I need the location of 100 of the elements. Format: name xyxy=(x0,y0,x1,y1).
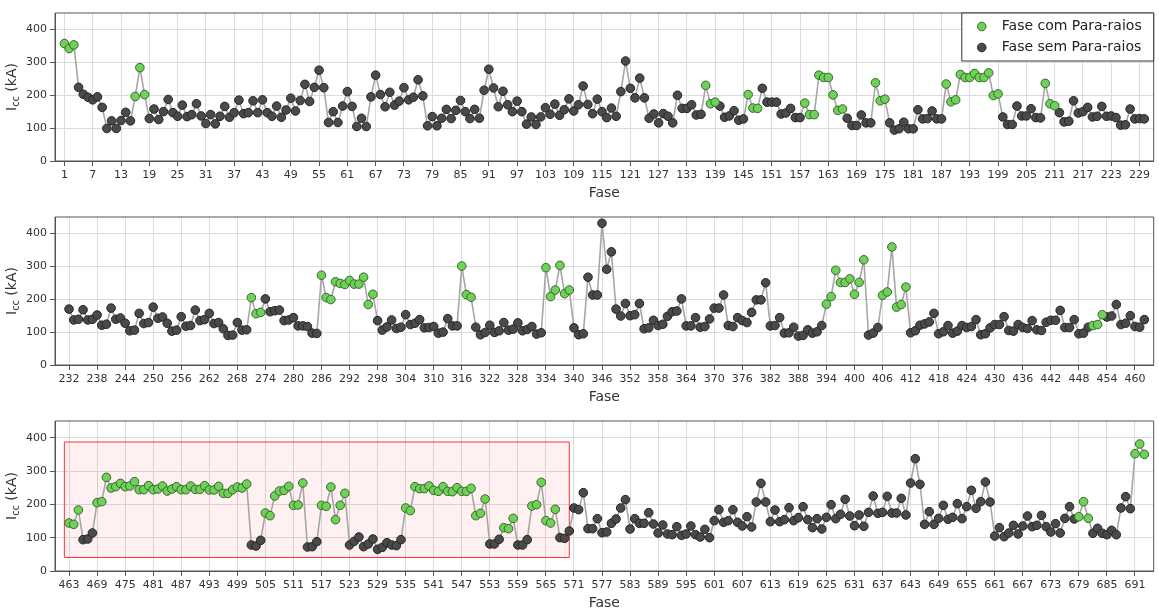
point xyxy=(799,98,810,108)
x-tick-label: 595 xyxy=(675,578,697,592)
x-tick-label: 145 xyxy=(732,168,754,182)
x-tick-label: 667 xyxy=(1012,578,1034,592)
point xyxy=(700,80,711,91)
point xyxy=(830,265,841,276)
x-tick-label: 412 xyxy=(900,372,922,386)
x-tick-label: 388 xyxy=(787,372,809,386)
x-tick-label: 487 xyxy=(170,578,192,592)
x-tick-label: 31 xyxy=(198,168,213,182)
point xyxy=(555,260,565,271)
x-tick-label: 133 xyxy=(676,168,698,182)
point xyxy=(1092,319,1103,330)
point xyxy=(859,254,869,265)
x-tick-label: 685 xyxy=(1096,578,1118,592)
x-tick-label: 256 xyxy=(170,372,192,386)
point xyxy=(139,89,150,100)
x-tick-label: 493 xyxy=(198,578,220,592)
point xyxy=(823,72,834,83)
x-tick-label: 346 xyxy=(591,372,613,386)
x-tick-label: 238 xyxy=(86,372,108,386)
x-tick-label: 157 xyxy=(789,168,811,182)
x-tick-label: 223 xyxy=(1100,168,1122,182)
x-tick-label: 376 xyxy=(731,372,753,386)
x-tick-label: 535 xyxy=(395,578,417,592)
x-tick-label: 292 xyxy=(339,372,361,386)
x-tick-label: 244 xyxy=(114,372,136,386)
x-tick-label: 601 xyxy=(703,578,725,592)
x-tick-label: 109 xyxy=(563,168,585,182)
point xyxy=(363,299,374,310)
point xyxy=(950,95,961,105)
point xyxy=(941,79,952,89)
x-tick-label: 310 xyxy=(423,372,445,386)
x-tick-label: 607 xyxy=(731,578,753,592)
x-tick-label: 115 xyxy=(591,168,613,182)
x-tick-label: 370 xyxy=(703,372,725,386)
x-tick-label: 505 xyxy=(254,578,276,592)
x-tick-label: 316 xyxy=(451,372,473,386)
point xyxy=(710,97,720,107)
x-tick-label: 328 xyxy=(507,372,529,386)
x-tick-label: 406 xyxy=(872,372,894,386)
x-tick-label: 430 xyxy=(984,372,1006,386)
x-tick-label: 232 xyxy=(58,372,80,386)
point xyxy=(993,89,1003,99)
x-tick-label: 649 xyxy=(928,578,950,592)
x-tick-label: 121 xyxy=(619,168,641,182)
point xyxy=(545,291,556,302)
x-tick-label: 529 xyxy=(367,578,389,592)
point xyxy=(845,274,855,284)
x-tick-label: 187 xyxy=(931,168,952,182)
x-tick-label: 475 xyxy=(114,578,136,592)
x-tick-label: 334 xyxy=(535,372,557,386)
point xyxy=(246,292,257,303)
x-tick-label: 250 xyxy=(142,372,164,386)
y-tick-label: 0 xyxy=(40,563,47,577)
x-tick-label: 169 xyxy=(846,168,868,182)
y-axis-title: Icc (kA) xyxy=(2,63,21,111)
x-tick-label: 679 xyxy=(1068,578,1090,592)
x-tick-label: 619 xyxy=(787,578,809,592)
x-tick-label: 643 xyxy=(900,578,922,592)
point xyxy=(887,242,897,252)
x-tick-label: 268 xyxy=(226,372,248,386)
x-axis-title: Fase xyxy=(588,184,620,201)
x-tick-label: 199 xyxy=(987,168,1009,182)
legend-label: Fase sem Para-raios xyxy=(1001,38,1142,55)
x-tick-label: 424 xyxy=(956,372,978,386)
x-tick-label: 358 xyxy=(647,372,669,386)
x-tick-label: 298 xyxy=(367,372,389,386)
x-tick-label: 19 xyxy=(142,168,157,182)
x-tick-label: 454 xyxy=(1096,372,1118,386)
x-tick-label: 673 xyxy=(1040,578,1062,592)
legend-label: Fase com Para-raios xyxy=(1001,17,1142,34)
point xyxy=(752,103,763,114)
x-tick-label: 436 xyxy=(1012,372,1034,386)
x-tick-label: 79 xyxy=(425,168,440,182)
x-tick-label: 613 xyxy=(759,578,781,592)
y-tick-label: 100 xyxy=(26,324,47,338)
x-tick-label: 322 xyxy=(479,372,501,386)
x-tick-label: 139 xyxy=(704,168,726,182)
x-tick-label: 163 xyxy=(817,168,839,182)
x-tick-label: 37 xyxy=(227,168,242,182)
x-tick-label: 661 xyxy=(984,578,1006,592)
y-axis-title: Icc (kA) xyxy=(2,267,21,315)
point xyxy=(1040,78,1051,89)
x-tick-label: 286 xyxy=(310,372,332,386)
y-tick-label: 100 xyxy=(26,530,47,544)
x-tick-label: 559 xyxy=(507,578,529,592)
x-tick-label: 541 xyxy=(423,578,445,592)
x-tick-label: 625 xyxy=(815,578,837,592)
point xyxy=(466,292,476,303)
x-tick-label: 565 xyxy=(535,578,557,592)
point xyxy=(255,307,266,318)
point xyxy=(456,261,467,271)
x-tick-label: 49 xyxy=(283,168,298,182)
point xyxy=(882,287,893,297)
x-tick-label: 175 xyxy=(874,168,896,182)
x-tick-label: 382 xyxy=(759,372,781,386)
point xyxy=(69,40,79,50)
point xyxy=(326,294,336,305)
x-tick-label: 499 xyxy=(226,578,248,592)
